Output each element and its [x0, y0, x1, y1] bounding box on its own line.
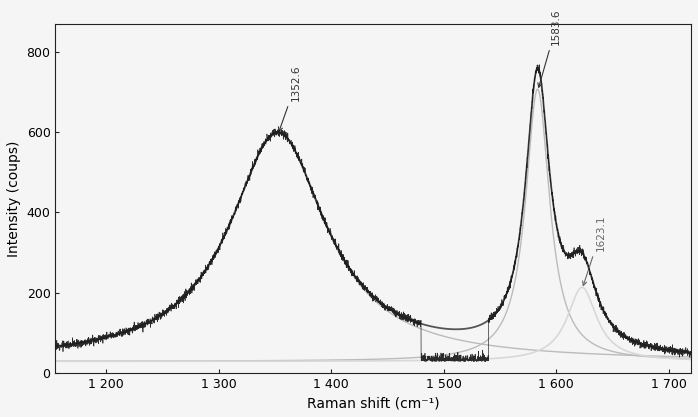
Text: 1583.6: 1583.6 [538, 9, 561, 87]
Text: 1623.1: 1623.1 [583, 215, 606, 286]
Text: 1352.6: 1352.6 [279, 65, 301, 131]
Y-axis label: Intensity (coups): Intensity (coups) [7, 140, 21, 256]
X-axis label: Raman shift (cm⁻¹): Raman shift (cm⁻¹) [307, 396, 440, 410]
